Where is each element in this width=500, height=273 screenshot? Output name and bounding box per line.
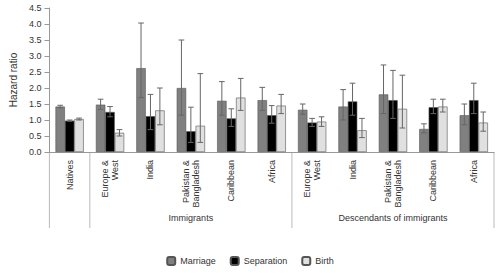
svg-text:Hazard ratio: Hazard ratio	[8, 52, 19, 107]
svg-text:0.5: 0.5	[29, 131, 42, 141]
svg-text:Descendants of immigrants: Descendants of immigrants	[338, 213, 448, 223]
svg-text:Caribbean: Caribbean	[428, 160, 438, 202]
svg-text:2.5: 2.5	[29, 67, 42, 77]
svg-text:0.0: 0.0	[29, 147, 42, 157]
svg-text:1.5: 1.5	[29, 99, 42, 109]
svg-text:Europe &: Europe &	[302, 160, 312, 198]
svg-text:Pakistan &: Pakistan &	[181, 160, 191, 203]
svg-text:Birth: Birth	[315, 256, 334, 266]
svg-text:India: India	[145, 160, 155, 180]
svg-text:2.0: 2.0	[29, 83, 42, 93]
svg-text:Bangladesh: Bangladesh	[191, 160, 201, 208]
svg-text:Marriage: Marriage	[180, 256, 216, 266]
svg-text:Africa: Africa	[267, 160, 277, 183]
svg-text:Pakistan &: Pakistan &	[383, 160, 393, 203]
svg-text:Separation: Separation	[244, 256, 288, 266]
svg-text:4.5: 4.5	[29, 3, 42, 13]
svg-text:West: West	[312, 160, 322, 181]
svg-text:Caribbean: Caribbean	[226, 160, 236, 202]
svg-text:India: India	[348, 160, 358, 180]
svg-text:West: West	[110, 160, 120, 181]
svg-text:Europe &: Europe &	[100, 160, 110, 198]
svg-text:Bangladesh: Bangladesh	[393, 160, 403, 208]
svg-text:3.0: 3.0	[29, 51, 42, 61]
svg-text:4.0: 4.0	[29, 19, 42, 29]
svg-text:Immigrants: Immigrants	[169, 213, 214, 223]
svg-text:Africa: Africa	[469, 160, 479, 183]
svg-text:3.5: 3.5	[29, 35, 42, 45]
svg-text:1.0: 1.0	[29, 115, 42, 125]
svg-text:Natives: Natives	[65, 160, 75, 191]
